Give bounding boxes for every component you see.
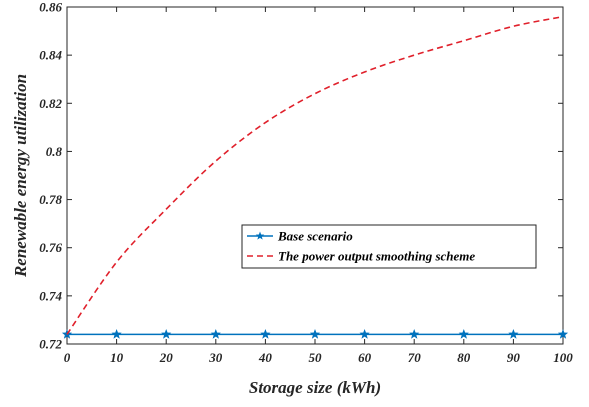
data-point-star (210, 329, 221, 339)
data-point-star (309, 329, 321, 339)
y-tick-label: 0.78 (39, 192, 62, 207)
legend-entry-smoothing-scheme: The power output smoothing scheme (247, 249, 475, 264)
x-tick-label: 100 (553, 350, 573, 365)
data-point-star (111, 329, 122, 339)
y-tick-label: 0.8 (46, 144, 63, 159)
x-tick-label: 60 (358, 350, 372, 365)
y-tick-label: 0.74 (39, 288, 62, 303)
y-tick-label: 0.84 (39, 48, 62, 63)
data-point-star (508, 329, 519, 339)
plot-area: 0 10 20 30 40 50 60 70 80 90 100 0.720.740.760.780… (39, 0, 573, 365)
x-tick-label: 20 (159, 350, 174, 365)
y-axis-ticks: 0.72 0.74 0.76 0.78 0.8 0.82 0.84 0.86 (39, 0, 563, 352)
x-tick-label: 10 (110, 350, 124, 365)
x-tick-label: 70 (408, 350, 422, 365)
data-point-star (557, 329, 569, 339)
plot-frame (66, 6, 564, 345)
y-axis-label: Renewable energy utilization (11, 74, 30, 278)
data-point-star (359, 329, 370, 339)
x-tick-label: 0 (64, 350, 71, 365)
data-point-star (260, 329, 271, 339)
data-point-star (458, 329, 469, 339)
series-line-1 (66, 15, 564, 335)
x-tick-label: 30 (208, 350, 223, 365)
y-tick-label: 0.86 (39, 0, 62, 15)
y-tick-label: 0.76 (39, 240, 62, 255)
data-point-star (409, 329, 420, 339)
legend-label-smoothing-scheme: The power output smoothing scheme (278, 249, 475, 264)
legend: Base scenario The power output smoothing… (241, 224, 537, 269)
legend-label-base-scenario: Base scenario (277, 229, 353, 244)
legend-entry-base-scenario: Base scenario (247, 229, 353, 244)
x-tick-label: 80 (457, 350, 471, 365)
data-point-star (161, 329, 172, 339)
x-axis-label: Storage size (kWh) (249, 378, 381, 397)
x-tick-label: 40 (258, 350, 273, 365)
legend-box (241, 224, 537, 269)
y-tick-label: 0.72 (39, 337, 62, 352)
x-tick-label: 50 (309, 350, 323, 365)
x-axis-ticks: 0 10 20 30 40 50 60 70 80 90 100 (64, 7, 573, 365)
legend-star-marker-icon (255, 231, 265, 240)
x-tick-label: 90 (507, 350, 521, 365)
y-tick-label: 0.82 (39, 96, 62, 111)
series-layer (61, 15, 569, 339)
